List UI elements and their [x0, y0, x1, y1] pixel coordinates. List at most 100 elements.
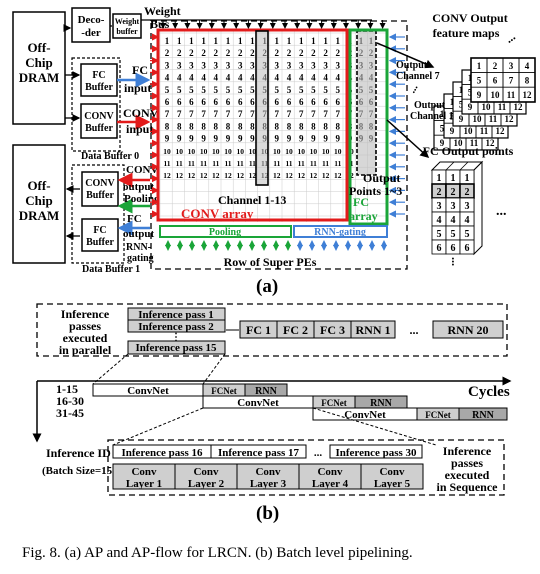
conv-layer-label-2: Layer 1 [126, 478, 162, 490]
pe-cell: 9 [201, 134, 206, 144]
fc-cube-cell-label: 2 [451, 187, 456, 198]
parallel-frame [36, 303, 508, 357]
sequential-passes: Inference pass 16 Inference pass 17... Inf… [112, 444, 423, 459]
parallel-pass-1-label: Inference pass 1 [138, 309, 214, 321]
pe-cell: 5 [238, 85, 243, 95]
pooling-bar [159, 225, 292, 238]
pe-cell: 5 [311, 85, 316, 95]
pe-cell: 12 [334, 171, 342, 180]
weight-buffer-line-2: buffer [116, 27, 138, 36]
feature-map-cell: 7 [509, 76, 514, 86]
rnn-gating-bar [293, 225, 388, 238]
fc-rnn-block [432, 320, 504, 339]
fc-rnn-block [350, 320, 396, 339]
pe-cell: 8 [189, 121, 194, 131]
pe-cell: 11 [212, 159, 219, 168]
conv-layer-label-2: Layer 3 [250, 478, 287, 490]
pe-cell: 3 [214, 60, 219, 70]
pe-cell: 2 [238, 48, 243, 58]
fc-cube-cell-label: 2 [437, 187, 442, 198]
pe-cell: 12 [249, 171, 257, 180]
conv-layer-block [174, 463, 238, 490]
fc-output-l1: FC [127, 213, 142, 225]
cycles-label: Cycles [468, 384, 510, 400]
fc-cube-cell-label: 2 [465, 187, 470, 198]
output-points-l1: Output [363, 171, 400, 185]
fc-input-l1: FC [132, 63, 148, 77]
pe-cell: 2 [177, 48, 182, 58]
pe-cell: 8 [299, 121, 304, 131]
pe-cell: 6 [226, 97, 231, 107]
pe-cell: 6 [336, 97, 341, 107]
parallel-pass-2-label: Inference pass 2 [138, 321, 214, 333]
pe-cell: 3 [177, 60, 182, 70]
fc-cube-cell-label: 1 [465, 173, 470, 184]
output-channel-7-l2: Channel 7 [396, 71, 440, 82]
fc-buffer-0-l1: FC [92, 70, 105, 81]
fc-cube-cell-label: 1 [451, 173, 456, 184]
pe-cell: 4 [226, 73, 231, 83]
pe-cell: 6 [177, 97, 182, 107]
fc-buffer-0-l2: Buffer [85, 82, 113, 93]
feature-map-cell: 10 [473, 114, 483, 124]
pooling-bar-label: Pooling [209, 227, 241, 238]
pe-cell: 5 [287, 85, 292, 95]
feature-map-cell: 4 [525, 61, 530, 71]
feature-map-cell: 5 [450, 112, 455, 122]
pe-cell: 3 [275, 60, 280, 70]
conv-feature-title-l2: feature maps [433, 26, 500, 40]
fc-cube-cell-label: 5 [437, 229, 442, 240]
batch-size-label: (Batch Size=15) [42, 465, 116, 477]
pe-cell: 10 [163, 147, 171, 156]
parallel-pass-15-label: Inference pass 15 [135, 342, 217, 354]
pe-cell: 5 [323, 85, 328, 95]
fc-input-l2: input [124, 81, 151, 95]
pe-cell: 6 [250, 97, 255, 107]
row-label-3: 31-45 [56, 406, 84, 420]
fc-rnn-block-label: ... [410, 323, 419, 337]
pe-cell: 12 [322, 171, 330, 180]
conv-output-l2: output [123, 181, 155, 193]
decoder-line-1: Deco- [78, 14, 105, 26]
pe-cell: 1 [250, 36, 255, 46]
row3-convnet-label: ConvNet [344, 409, 386, 421]
pe-cell: 4 [165, 73, 170, 83]
row-label-1: 1-15 [56, 382, 78, 396]
fc-cube-side [473, 160, 483, 256]
fc-rnn-block-label: RNN 20 [448, 323, 489, 337]
pe-cell: 6 [299, 97, 304, 107]
pe-cell: 7 [287, 109, 292, 119]
feature-map-cell: 1 [477, 61, 482, 71]
output-arrows [165, 240, 387, 251]
pe-cell: 2 [299, 48, 304, 58]
pe-cell: 8 [275, 121, 280, 131]
conv-array-border [156, 28, 349, 222]
feature-map-cell: 5 [477, 76, 482, 86]
pe-cell: 4 [336, 73, 341, 83]
pe-cell: 5 [226, 85, 231, 95]
pe-cell: 9 [226, 134, 231, 144]
pe-cell: 11 [322, 159, 329, 168]
subfigure-a-label: (a) [256, 276, 279, 297]
rnn-gating-side-l1: RNN- [126, 242, 151, 253]
conv-buffer-1 [81, 171, 119, 207]
conv-layer-label-2: Layer 2 [188, 478, 225, 490]
decoder-line-2: -der [81, 27, 101, 39]
pe-cell: 2 [214, 48, 219, 58]
pe-cell: 4 [323, 73, 328, 83]
pe-cell: 8 [238, 121, 243, 131]
fc-cube-cell-label: 3 [465, 201, 470, 212]
pe-cell: 1 [165, 36, 170, 46]
data-buffer-0-frame [71, 57, 121, 152]
feature-map-cell: 10 [464, 126, 474, 136]
pe-cell: 6 [275, 97, 280, 107]
pe-cell: 12 [236, 171, 244, 180]
fc-rnn-block-label: FC 3 [320, 323, 345, 337]
pe-cell: 11 [163, 159, 170, 168]
pe-cell: 12 [188, 171, 196, 180]
pe-cell: 1 [214, 36, 219, 46]
weight-buffer-line-1: Weight [115, 17, 140, 26]
dram-bottom-block: Off- Chip DRAM [12, 144, 66, 264]
pe-cell: 4 [238, 73, 243, 83]
fc-cube-cell [459, 239, 475, 255]
